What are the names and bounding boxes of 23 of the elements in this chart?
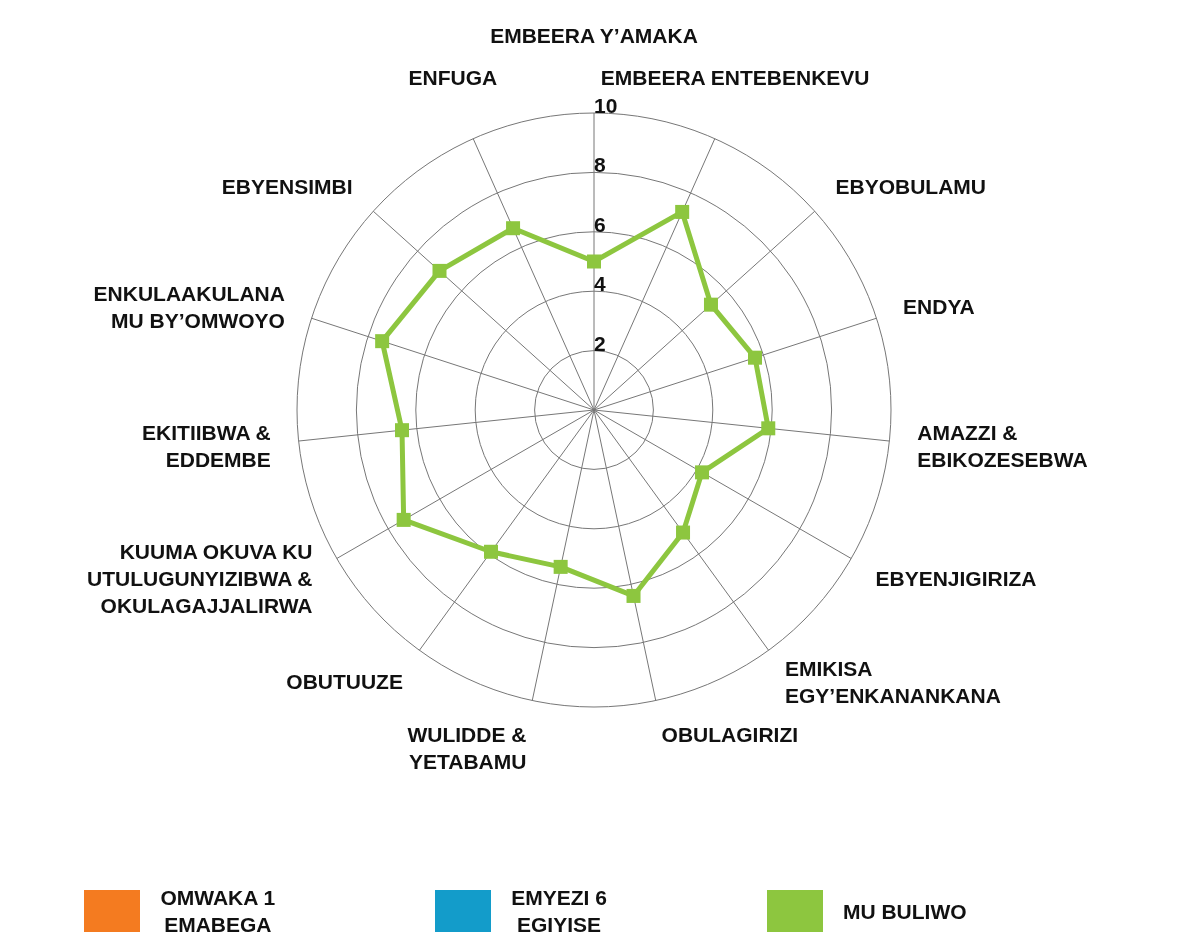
spoke-label: EMBEERA ENTEBENKEVU <box>600 66 870 89</box>
legend-label: EMYEZI 6 EGIYISE <box>511 885 607 938</box>
spoke-label: EBYENJIGIRIZA <box>875 566 1037 590</box>
y-tick-label: 10 <box>594 94 618 117</box>
spoke-label: WULIDDE & YETABAMU <box>407 722 527 773</box>
legend-label: OMWAKA 1 EMABEGA <box>160 885 276 938</box>
y-tick-label: 8 <box>594 153 606 177</box>
spoke-label: ENDYA <box>903 295 975 319</box>
spoke-label: ENFUGA <box>408 66 498 89</box>
spoke-label: AMAZZI & EBIKOZESEBWA <box>917 420 1088 471</box>
y-tick-label: 6 <box>594 212 606 236</box>
spoke-label: EMBEERA Y’AMAKA <box>490 24 698 47</box>
legend-label: MU BULIWO <box>842 898 967 925</box>
spoke-label: EBYOBULAMU <box>835 174 987 198</box>
spoke-label: EKITIIBWA & EDDEMBE <box>142 420 271 471</box>
y-tick-label: 4 <box>594 272 606 296</box>
spoke-label: ENKULAAKULANA MU BY’OMWOYO <box>93 281 285 332</box>
spoke-label: EMIKISA EGY’ENKANANKANA <box>785 656 1001 707</box>
spoke-label: OBULAGIRIZI <box>661 722 799 746</box>
spoke-label: OBUTUUZE <box>286 670 403 694</box>
spoke-label: KUUMA OKUVA KU UTULUGUNYIZIBWA & OKULAGAJJALIRWA <box>86 539 313 617</box>
spoke-label: EBYENSIMBI <box>221 174 353 198</box>
y-tick-label: 2 <box>594 331 606 355</box>
